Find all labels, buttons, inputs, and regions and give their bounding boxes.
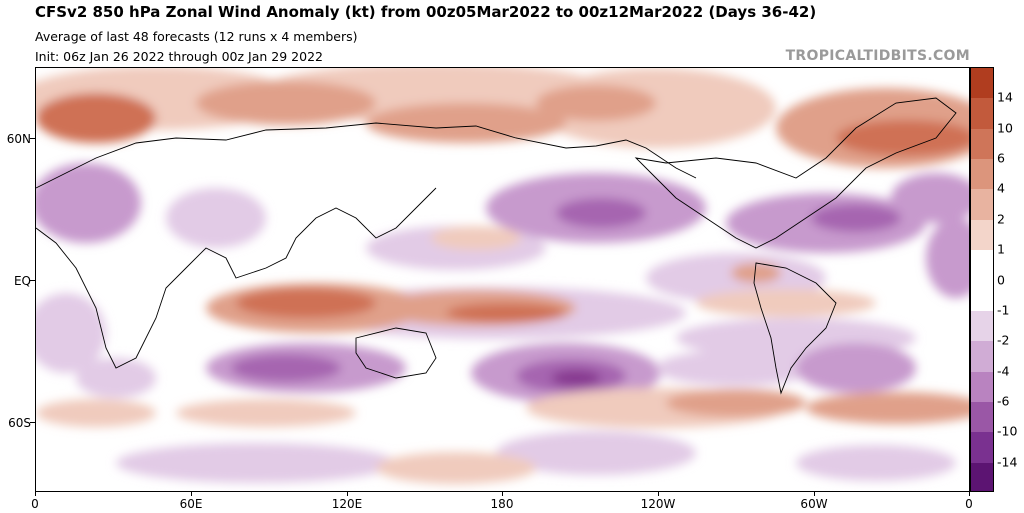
lon-tick-60e <box>191 492 192 496</box>
colorbar <box>970 67 994 492</box>
lat-label-eq: EQ <box>13 274 31 288</box>
africa-asia-coast <box>36 187 437 369</box>
lat-label-60s: 60S <box>8 416 31 430</box>
lat-label-60n: 60N <box>6 132 31 146</box>
lon-label-0-end: 0 <box>965 497 973 511</box>
north-america-coast <box>634 97 957 249</box>
colorbar-label: 0 <box>997 272 1005 287</box>
colorbar-segment <box>971 219 993 251</box>
lon-tick-60w <box>814 492 815 496</box>
colorbar-segment <box>971 432 993 464</box>
lat-tick-60s <box>30 422 35 423</box>
colorbar-label: -4 <box>997 363 1010 379</box>
lon-label-120e: 120E <box>331 497 363 511</box>
colorbar-segment <box>971 250 993 281</box>
colorbar-label: -2 <box>997 332 1010 348</box>
map-canvas <box>36 68 969 491</box>
map-subtitle: Average of last 48 forecasts (12 runs x … <box>35 29 358 44</box>
colorbar-label: 10 <box>997 120 1013 136</box>
colorbar-label: 6 <box>997 150 1005 166</box>
colorbar-segment <box>971 98 993 130</box>
lon-tick-0-end <box>969 492 970 496</box>
colorbar-segment <box>971 462 993 491</box>
lat-tick-eq <box>30 280 35 281</box>
brand-watermark: TROPICALTIDBITS.COM <box>785 48 970 64</box>
south-america-coast <box>753 262 837 395</box>
colorbar-segment <box>971 371 993 403</box>
colorbar-label: -6 <box>997 393 1010 409</box>
colorbar-segment <box>971 401 993 433</box>
init-line: Init: 06z Jan 26 2022 through 00z Jan 29… <box>35 49 323 64</box>
coastlines <box>36 97 957 395</box>
eurasia-north-coast <box>36 122 697 189</box>
lon-tick-120w <box>658 492 659 496</box>
colorbar-label: 1 <box>997 241 1005 257</box>
lon-label-180: 180 <box>490 497 514 511</box>
colorbar-segment <box>971 128 993 160</box>
colorbar-segment <box>971 310 993 342</box>
lon-label-120w: 120W <box>640 497 676 511</box>
anomaly-map <box>35 67 970 492</box>
colorbar-label: 14 <box>997 89 1013 105</box>
colorbar-label: -1 <box>997 302 1010 318</box>
lon-tick-120e <box>347 492 348 496</box>
lat-tick-60n <box>30 138 35 139</box>
colorbar-segment <box>971 280 993 312</box>
lon-tick-180 <box>502 492 503 496</box>
colorbar-label: -10 <box>997 423 1018 439</box>
lon-tick-0 <box>35 492 36 496</box>
colorbar-label: 4 <box>997 180 1005 196</box>
colorbar-segment <box>971 341 993 373</box>
colorbar-label: -14 <box>997 454 1018 470</box>
lon-label-60e: 60E <box>179 497 203 511</box>
lon-label-0: 0 <box>31 497 39 511</box>
lon-label-60w: 60W <box>800 497 828 511</box>
colorbar-segment <box>971 159 993 190</box>
map-title: CFSv2 850 hPa Zonal Wind Anomaly (kt) fr… <box>35 3 817 21</box>
anomaly-field <box>36 68 969 484</box>
australia-coast <box>355 327 437 379</box>
colorbar-label: 2 <box>997 211 1005 227</box>
colorbar-segment <box>971 189 993 221</box>
colorbar-segment <box>971 68 993 99</box>
